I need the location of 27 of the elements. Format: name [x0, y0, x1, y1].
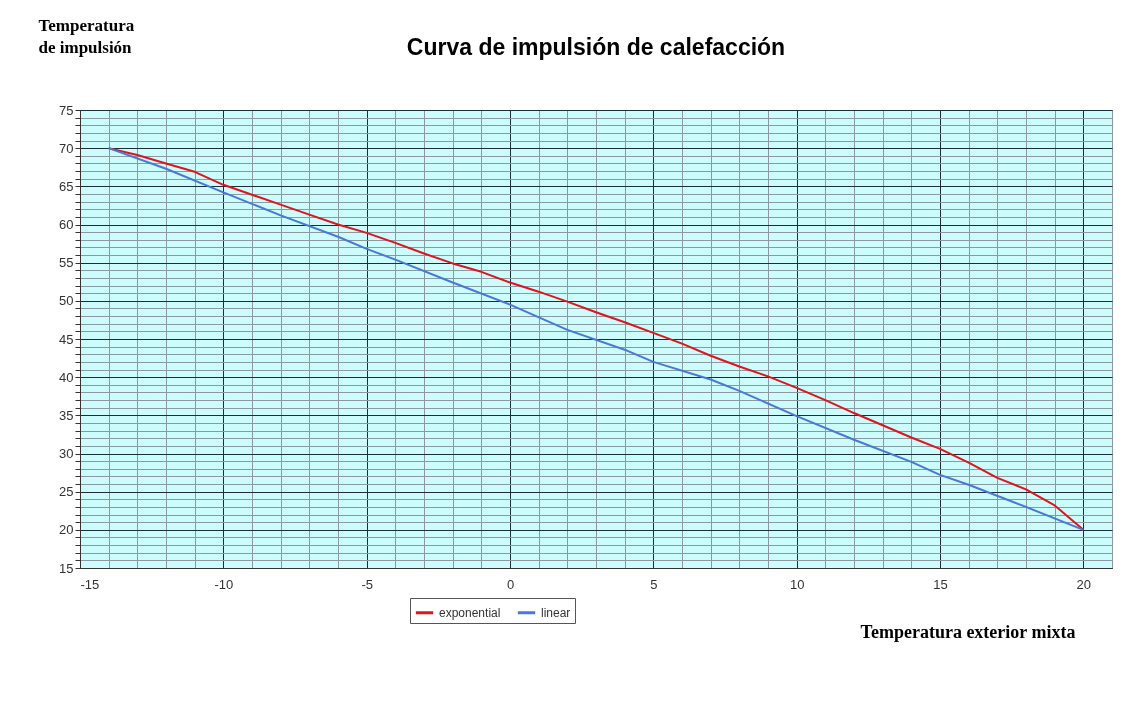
legend-label: linear	[541, 605, 571, 620]
chart-title: Curva de impulsión de calefacción	[406, 34, 786, 60]
x-tick-label: 10	[789, 576, 805, 592]
y-tick-label: 40	[59, 369, 74, 385]
y-tick-label: 75	[59, 102, 74, 118]
y-tick-label: 55	[59, 255, 74, 271]
y-tick-label: 20	[59, 522, 74, 538]
y-tick-label: 60	[59, 217, 74, 232]
x-tick-label: -10	[214, 576, 234, 592]
x-tick-label: 0	[506, 576, 515, 592]
x-axis-title: Temperatura exterior mixta	[860, 621, 1076, 642]
x-tick-label: 20	[1076, 576, 1092, 592]
y-tick-label: 50	[59, 293, 74, 309]
y-tick-label: 15	[59, 560, 74, 576]
y-tick-label: 25	[59, 484, 74, 500]
legend-label: exponential	[439, 605, 501, 620]
x-tick-label: -15	[80, 576, 100, 592]
y-tick-label: 45	[59, 331, 74, 347]
y-axis-title: Temperatura de impulsión	[38, 15, 135, 57]
line-series	[107, 147, 1085, 531]
y-tick-label: 30	[59, 446, 74, 461]
y-tick-label: 70	[59, 140, 74, 156]
x-tick-label: 15	[933, 576, 948, 592]
y-tick-label: 35	[59, 407, 74, 423]
x-tick-label: -5	[361, 576, 373, 592]
x-tick-label: 5	[650, 576, 658, 592]
y-tick-label: 65	[59, 178, 74, 194]
